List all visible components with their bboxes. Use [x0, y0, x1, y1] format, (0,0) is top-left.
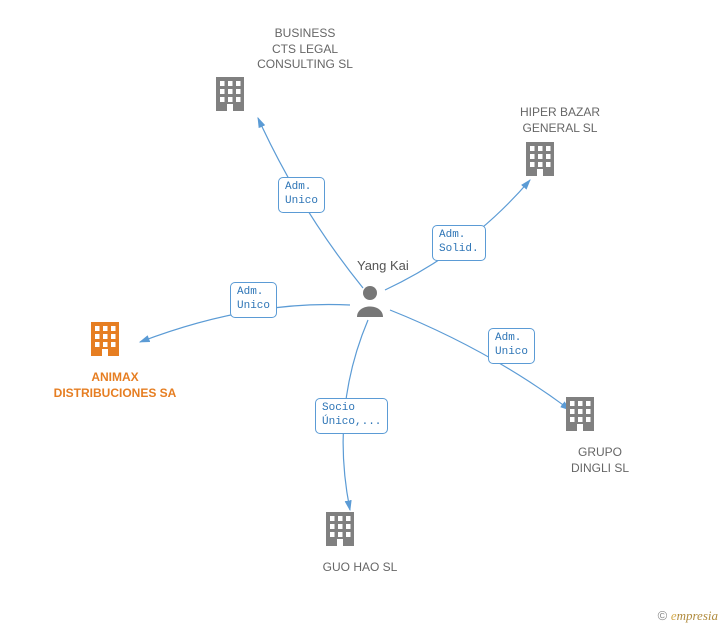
edge-label-guo_hao: Socio Único,... [315, 398, 388, 434]
copyright-symbol: © [658, 608, 668, 623]
person-icon [357, 286, 383, 317]
building-icon [91, 322, 119, 356]
node-label-guo_hao: GUO HAO SL [300, 560, 420, 576]
node-label-grupo_dingli: GRUPO DINGLI SL [560, 445, 640, 476]
building-icon [326, 512, 354, 546]
building-icon [526, 142, 554, 176]
center-node-label: Yang Kai [357, 258, 409, 273]
edge-label-hiper_bazar: Adm. Solid. [432, 225, 486, 261]
diagram-canvas [0, 0, 728, 630]
node-label-animax: ANIMAX DISTRIBUCIONES SA [30, 370, 200, 401]
watermark-brand: empresia [671, 608, 718, 623]
building-icon [566, 397, 594, 431]
building-icon [216, 77, 244, 111]
watermark: © empresia [658, 608, 718, 624]
edge-label-business_cts: Adm. Unico [278, 177, 325, 213]
edge-label-grupo_dingli: Adm. Unico [488, 328, 535, 364]
node-label-business_cts: BUSINESS CTS LEGAL CONSULTING SL [245, 26, 365, 73]
edge-label-animax: Adm. Unico [230, 282, 277, 318]
node-label-hiper_bazar: HIPER BAZAR GENERAL SL [500, 105, 620, 136]
edge-grupo_dingli [390, 310, 570, 410]
